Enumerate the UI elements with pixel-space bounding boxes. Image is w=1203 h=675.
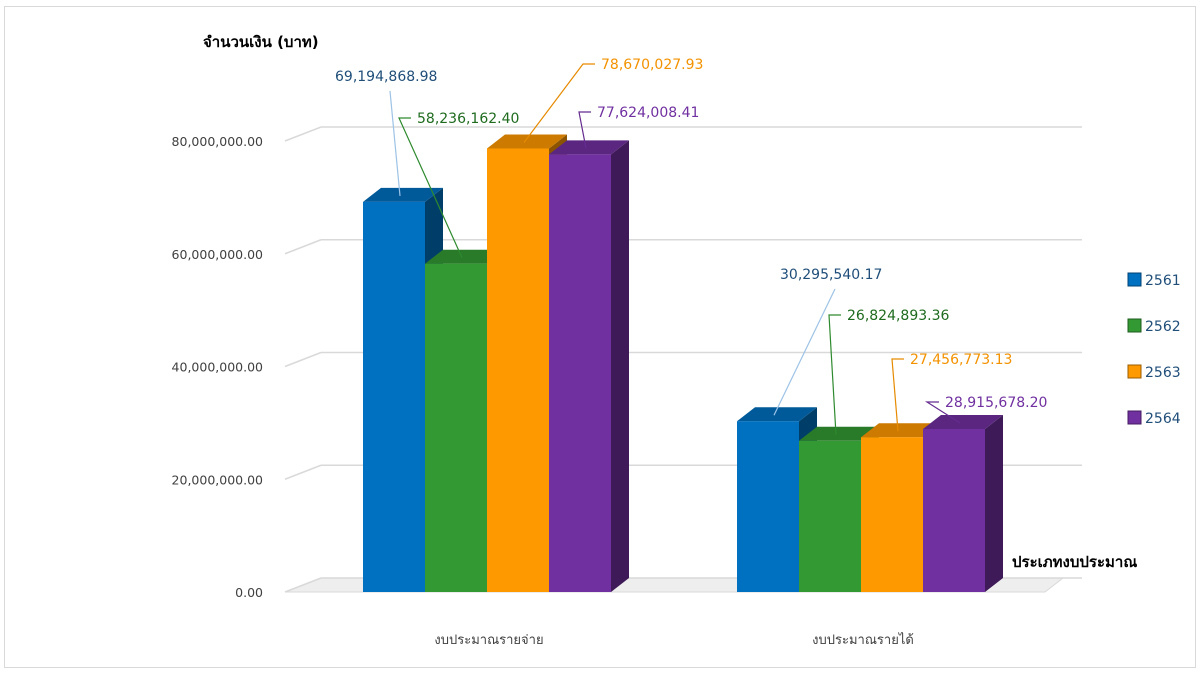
bar-top	[363, 187, 443, 202]
leader-line	[924, 401, 961, 424]
bar-front	[799, 440, 861, 592]
label-leaders	[389, 63, 961, 435]
legend-label: 2561	[1145, 273, 1181, 289]
data-label: 26,824,893.36	[847, 308, 950, 324]
bar-top	[923, 414, 1003, 429]
bar-top	[425, 249, 505, 264]
legend-label: 2563	[1145, 365, 1181, 381]
leader-line	[891, 358, 904, 432]
legend-item: 2561	[1127, 272, 1181, 289]
legend-label: 2562	[1145, 319, 1181, 335]
leader-line	[389, 90, 401, 196]
gridline-diagonal	[284, 126, 322, 142]
bar-top	[487, 134, 567, 149]
data-label: 58,236,162.40	[417, 111, 519, 127]
bar-side	[985, 414, 1003, 592]
y-tick-label: 80,000,000.00	[172, 134, 263, 149]
data-label: 28,915,678.20	[945, 395, 1047, 411]
y-tick-label: 40,000,000.00	[172, 360, 263, 375]
legend-label: 2564	[1145, 411, 1181, 427]
legend-swatch	[1127, 318, 1142, 333]
y-axis-title: จำนวนเงิน (บาท)	[203, 33, 319, 51]
leader-line	[578, 111, 591, 149]
legend-item: 2563	[1127, 364, 1181, 381]
data-label: 78,670,027.93	[601, 57, 703, 73]
chart-frame: 0.00 20,000,000.00 40,000,000.00 60,000,000…	[4, 6, 1196, 668]
legend-swatch	[1127, 272, 1142, 287]
leader-line	[828, 314, 841, 435]
y-axis-ticks: 0.00 20,000,000.00 40,000,000.00 60,000,000…	[172, 134, 263, 600]
bar-chart: 0.00 20,000,000.00 40,000,000.00 60,000,000…	[172, 33, 1181, 648]
bar-front	[425, 263, 487, 592]
bar-front	[487, 148, 549, 592]
leader-line	[773, 288, 836, 416]
x-axis-title: ประเภทงบประมาณ	[1012, 553, 1137, 571]
bar-front	[549, 154, 611, 592]
bar-front	[923, 428, 985, 592]
bar	[549, 140, 629, 592]
legend-item: 2564	[1127, 410, 1181, 427]
legend: 2561 2562 2563 2564	[1127, 272, 1181, 427]
gridline-diagonal	[284, 239, 322, 255]
y-tick-label: 20,000,000.00	[172, 472, 263, 487]
bar-top	[861, 423, 941, 438]
legend-swatch	[1127, 410, 1142, 425]
legend-swatch	[1127, 364, 1142, 379]
legend-item: 2562	[1127, 318, 1181, 335]
bar-top	[799, 426, 879, 441]
y-tick-label: 60,000,000.00	[172, 247, 263, 262]
bar-top	[737, 407, 817, 422]
bar-front	[363, 201, 425, 592]
x-tick-label: งบประมาณรายได้	[812, 632, 914, 648]
gridline-diagonal	[284, 351, 322, 368]
bars	[363, 134, 1003, 592]
bar-top	[549, 140, 629, 155]
gridline-diagonal	[284, 464, 322, 480]
data-label: 77,624,008.41	[597, 105, 699, 121]
data-label: 30,295,540.17	[780, 267, 882, 283]
y-tick-label: 0.00	[235, 585, 263, 600]
bar	[923, 414, 1003, 592]
leader-line	[398, 117, 463, 258]
data-label: 27,456,773.13	[910, 352, 1012, 368]
gridline-diagonal	[284, 577, 322, 593]
leader-line	[523, 63, 595, 143]
data-labels: 69,194,868.98 58,236,162.40 78,670,027.93 7…	[335, 57, 1047, 411]
x-axis-ticks: งบประมาณรายจ่าย งบประมาณรายได้	[434, 632, 913, 648]
x-tick-label: งบประมาณรายจ่าย	[434, 633, 543, 648]
bar-front	[737, 421, 799, 592]
data-label: 69,194,868.98	[335, 69, 437, 85]
bar-side	[611, 140, 629, 592]
bar-front	[861, 437, 923, 592]
